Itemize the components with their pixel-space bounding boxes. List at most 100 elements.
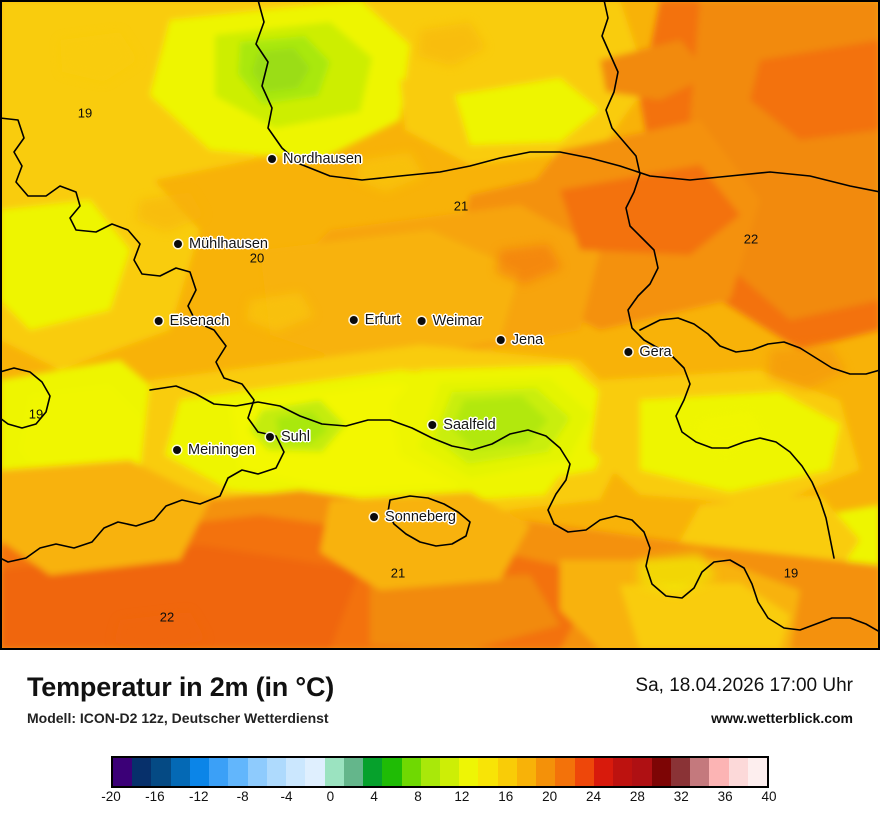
colorbar-tick: 40 <box>761 789 777 804</box>
colorbar-swatch <box>593 758 614 786</box>
city-label: Eisenach <box>169 313 230 329</box>
city-label: Erfurt <box>364 312 401 328</box>
colorbar-tick: -8 <box>236 789 249 804</box>
colorbar-swatch <box>478 758 498 786</box>
colorbar-tick: 4 <box>370 789 378 804</box>
city-marker-mhlhausen[interactable]: Mühlhausen <box>174 236 268 252</box>
city-dot-icon <box>265 433 274 441</box>
contour-value-label: 20 <box>249 250 265 266</box>
model-subtitle: Modell: ICON-D2 12z, Deutscher Wetterdie… <box>27 710 329 726</box>
colorbar-tick: 24 <box>586 789 602 804</box>
colorbar-swatch <box>382 758 402 786</box>
colorbar-tick: 32 <box>673 789 689 804</box>
colorbar-swatch <box>266 758 287 786</box>
colorbar-swatch <box>459 758 479 786</box>
city-marker-nordhausen[interactable]: Nordhausen <box>268 151 362 167</box>
city-label: Mühlhausen <box>189 236 268 252</box>
contour-value-label: 19 <box>28 406 44 422</box>
temperature-map[interactable]: 19 21 20 22 19 22 21 19 Nordhausen Mühlhausen Eis… <box>0 0 880 650</box>
colorbar-swatch <box>228 758 248 786</box>
colorbar-swatch <box>113 758 133 786</box>
contour-value-label: 19 <box>783 565 799 581</box>
colorbar-swatch <box>690 758 710 786</box>
city-marker-sonneberg[interactable]: Sonneberg <box>370 509 456 525</box>
city-dot-icon <box>349 316 358 324</box>
colorbar-swatch <box>613 758 633 786</box>
contour-value-label: 22 <box>159 609 175 625</box>
colorbar-swatch <box>209 758 229 786</box>
colorbar-swatch <box>247 758 267 786</box>
contour-value-label: 19 <box>77 105 93 121</box>
colorbar-swatch <box>747 758 767 786</box>
colorbar-swatch <box>420 758 440 786</box>
colorbar-swatch <box>324 758 344 786</box>
colorbar-swatch <box>574 758 594 786</box>
colorbar-tick: -20 <box>101 789 121 804</box>
colorbar-tick: -16 <box>145 789 165 804</box>
website-label: www.wetterblick.com <box>711 710 853 726</box>
contour-value-label: 21 <box>390 565 406 581</box>
city-dot-icon <box>268 155 276 163</box>
city-marker-gera[interactable]: Gera <box>624 344 672 360</box>
city-marker-weimar[interactable]: Weimar <box>417 313 483 329</box>
colorbar-tick: 36 <box>717 789 733 804</box>
city-label: Jena <box>511 332 544 348</box>
city-marker-meiningen[interactable]: Meiningen <box>173 442 255 458</box>
colorbar-swatch <box>401 758 421 786</box>
colorbar-swatch <box>305 758 325 786</box>
city-label: Saalfeld <box>443 417 496 433</box>
colorbar-tick: 12 <box>454 789 470 804</box>
colorbar-swatch <box>516 758 537 786</box>
colorbar-tick: 0 <box>326 789 335 804</box>
colorbar-tick: -12 <box>188 789 209 804</box>
city-dot-icon <box>370 513 379 521</box>
city-dot-icon <box>624 348 633 356</box>
city-label: Meiningen <box>188 442 255 458</box>
colorbar-swatch <box>151 758 171 786</box>
colorbar-swatches[interactable] <box>111 756 769 788</box>
city-dot-icon <box>428 421 437 429</box>
colorbar-swatch <box>728 758 748 786</box>
colorbar-swatch <box>189 758 210 786</box>
city-label: Nordhausen <box>283 151 362 167</box>
colorbar-swatch <box>439 758 460 786</box>
city-label: Suhl <box>280 429 311 445</box>
city-label: Weimar <box>432 313 483 329</box>
temperature-field <box>0 0 880 650</box>
city-marker-jena[interactable]: Jena <box>496 332 544 348</box>
city-dot-icon <box>174 240 182 248</box>
colorbar-tick-labels: -20 -16 -12 -8 -4 0 4 8 12 16 20 24 28 32 36 40 <box>101 789 776 811</box>
city-label: Sonneberg <box>385 509 456 525</box>
colorbar-tick: 28 <box>629 789 645 804</box>
page-title: Temperatur in 2m (in °C) <box>27 672 335 702</box>
colorbar-swatch <box>132 758 152 786</box>
city-marker-erfurt[interactable]: Erfurt <box>349 312 401 328</box>
colorbar-swatch <box>651 758 671 786</box>
colorbar-swatch <box>709 758 729 786</box>
colorbar-swatch <box>670 758 691 786</box>
colorbar-swatch <box>343 758 364 786</box>
contour-value-label: 21 <box>453 198 469 214</box>
colorbar-tick: -4 <box>280 789 293 804</box>
city-dot-icon <box>173 446 182 454</box>
colorbar-tick: 8 <box>414 789 422 804</box>
legend-footer: Temperatur in 2m (in °C) Modell: ICON-D2… <box>0 650 880 830</box>
colorbar-swatch <box>497 758 517 786</box>
colorbar-swatch <box>170 758 190 786</box>
colorbar-swatch <box>286 758 306 786</box>
city-label: Gera <box>639 344 672 360</box>
city-dot-icon <box>417 317 426 325</box>
city-dot-icon <box>154 317 163 325</box>
city-marker-eisenach[interactable]: Eisenach <box>154 313 230 329</box>
colorbar-tick: 16 <box>498 789 514 804</box>
valid-datetime: Sa, 18.04.2026 17:00 Uhr <box>635 675 853 696</box>
city-marker-saalfeld[interactable]: Saalfeld <box>428 417 496 433</box>
colorbar[interactable]: -20 -16 -12 -8 -4 0 4 8 12 16 20 24 28 32 36 40 <box>101 756 777 804</box>
colorbar-swatch <box>536 758 556 786</box>
city-dot-icon <box>496 336 505 344</box>
colorbar-swatch <box>555 758 575 786</box>
city-marker-suhl[interactable]: Suhl <box>265 429 311 445</box>
colorbar-swatch <box>632 758 652 786</box>
colorbar-swatch <box>363 758 383 786</box>
